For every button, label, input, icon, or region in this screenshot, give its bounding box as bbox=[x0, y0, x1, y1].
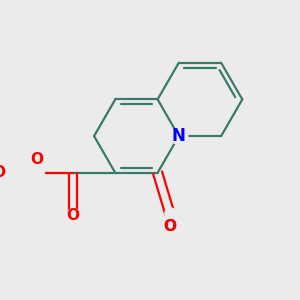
Text: O: O bbox=[163, 219, 176, 234]
Text: O: O bbox=[30, 152, 44, 166]
Text: O: O bbox=[66, 208, 80, 223]
Text: N: N bbox=[172, 127, 186, 145]
Text: O: O bbox=[0, 165, 5, 180]
Text: O: O bbox=[163, 219, 176, 234]
